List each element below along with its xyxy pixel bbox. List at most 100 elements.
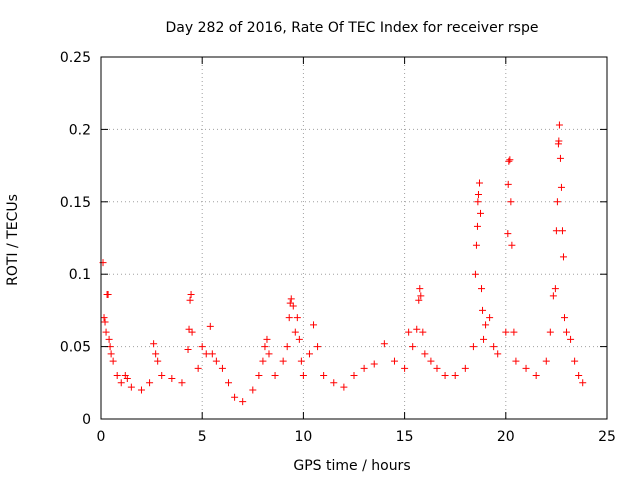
data-point xyxy=(287,295,295,303)
data-point xyxy=(413,325,421,333)
data-point xyxy=(100,314,108,322)
data-point xyxy=(104,290,112,298)
data-point xyxy=(271,372,279,380)
data-point xyxy=(522,364,530,372)
data-point xyxy=(558,227,566,235)
tick-labels: 0 5 10 15 20 25 0 0.05 0.1 0.15 0.2 0.25 xyxy=(60,50,616,445)
data-point xyxy=(225,379,233,387)
data-point xyxy=(350,372,358,380)
x-tick-label: 10 xyxy=(294,429,312,445)
data-point xyxy=(556,154,564,162)
data-point xyxy=(546,328,554,336)
data-point xyxy=(504,180,512,188)
data-point xyxy=(419,328,427,336)
data-point xyxy=(194,364,202,372)
data-point xyxy=(340,383,348,391)
data-point xyxy=(305,350,313,358)
data-point xyxy=(405,328,413,336)
x-tick-label: 0 xyxy=(97,429,106,445)
data-point xyxy=(380,340,388,348)
data-point xyxy=(409,343,417,351)
x-tick-label: 15 xyxy=(396,429,414,445)
data-point xyxy=(433,364,441,372)
data-point xyxy=(557,183,565,191)
data-point xyxy=(478,285,486,293)
data-point xyxy=(477,209,484,217)
data-point xyxy=(474,198,482,206)
data-point xyxy=(390,357,398,365)
data-point xyxy=(508,241,516,249)
data-point xyxy=(263,335,271,343)
data-point xyxy=(575,372,583,380)
data-point xyxy=(198,343,206,351)
data-point xyxy=(551,285,559,293)
data-point xyxy=(553,198,561,206)
data-point xyxy=(127,383,135,391)
data-point xyxy=(261,343,269,351)
data-point xyxy=(401,364,409,372)
data-point xyxy=(184,345,192,353)
data-point xyxy=(504,230,512,238)
data-point xyxy=(279,357,287,365)
data-point xyxy=(314,343,322,351)
data-point xyxy=(208,350,216,358)
data-point xyxy=(265,350,273,358)
data-point xyxy=(186,296,194,304)
data-point xyxy=(158,372,166,380)
data-point xyxy=(188,328,196,336)
data-point xyxy=(471,270,479,278)
data-point xyxy=(109,357,117,365)
plot-frame xyxy=(100,56,608,420)
x-tick-label: 25 xyxy=(598,429,616,445)
data-point xyxy=(482,321,490,329)
data-point xyxy=(532,372,540,380)
data-point xyxy=(105,335,113,343)
data-point xyxy=(549,292,557,300)
data-point xyxy=(113,372,121,380)
data-point xyxy=(218,364,226,372)
chart-title: Day 282 of 2016, Rate Of TEC Index for r… xyxy=(166,20,539,36)
data-point xyxy=(297,357,305,365)
data-point xyxy=(473,222,481,230)
data-point xyxy=(291,328,299,336)
data-point xyxy=(295,335,303,343)
data-point xyxy=(479,306,487,314)
data-point xyxy=(320,372,328,380)
data-point xyxy=(542,357,550,365)
data-point xyxy=(202,350,210,358)
data-point xyxy=(101,318,109,326)
data-point xyxy=(310,321,318,329)
y-tick-label: 0 xyxy=(82,412,91,428)
data-point xyxy=(502,328,510,336)
data-point xyxy=(137,386,145,394)
data-point xyxy=(555,137,563,145)
data-point xyxy=(212,357,220,365)
x-tick-label: 5 xyxy=(198,429,207,445)
data-point xyxy=(123,374,131,382)
data-point xyxy=(416,285,424,293)
data-point xyxy=(330,379,338,387)
y-tick-label: 0.2 xyxy=(69,122,91,138)
data-point xyxy=(185,325,193,333)
data-point xyxy=(480,335,488,343)
data-point xyxy=(559,253,567,261)
data-point xyxy=(469,343,477,351)
data-point xyxy=(293,314,301,322)
data-point xyxy=(360,364,368,372)
y-tick-label: 0.05 xyxy=(60,340,91,356)
y-tick-label: 0.25 xyxy=(60,50,91,66)
data-point xyxy=(102,328,110,336)
data-point xyxy=(289,302,297,310)
data-point xyxy=(555,121,563,129)
data-point xyxy=(370,360,378,368)
data-point xyxy=(415,296,423,304)
data-point xyxy=(146,379,154,387)
data-point xyxy=(150,340,158,348)
data-point xyxy=(427,357,435,365)
data-point xyxy=(474,191,482,199)
axis-ticks xyxy=(100,56,608,420)
y-tick-label: 0.1 xyxy=(69,267,91,283)
data-point xyxy=(571,357,579,365)
data-point xyxy=(505,157,513,165)
